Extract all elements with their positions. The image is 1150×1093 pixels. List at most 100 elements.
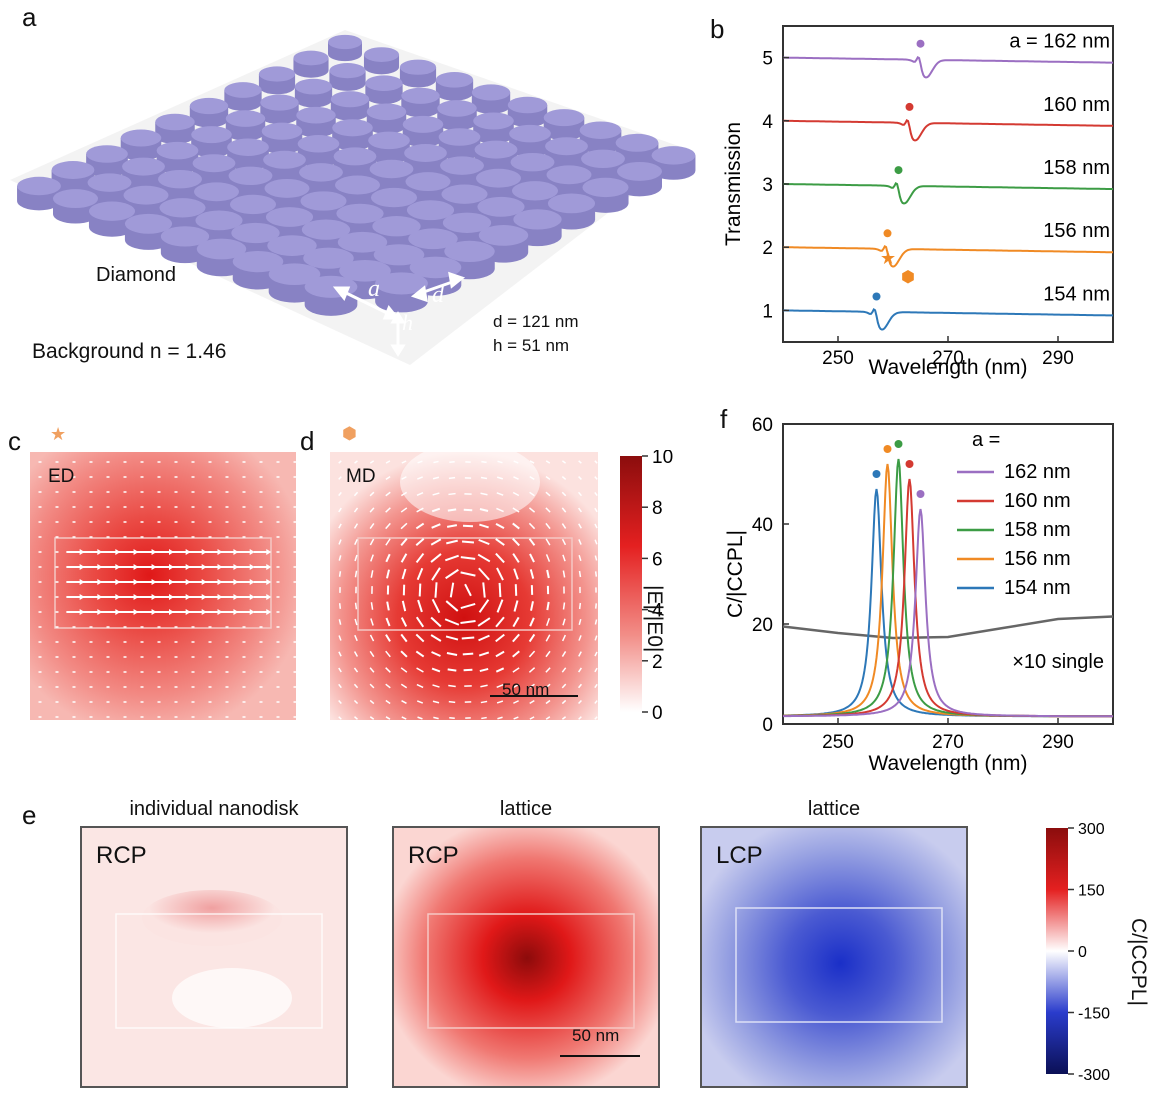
legend-label: 162 nm <box>1004 461 1071 483</box>
disk-top <box>336 203 384 224</box>
legend-label: 154 nm <box>1004 577 1071 599</box>
field-arrow <box>446 539 458 545</box>
field-arrow <box>478 538 490 546</box>
y-tick-label: 4 <box>762 112 773 133</box>
field-arrow <box>578 476 582 480</box>
field-arrow <box>578 602 582 610</box>
field-arrow <box>400 537 408 547</box>
arrow-head <box>79 549 85 555</box>
map-lattice-lcp <box>700 826 968 1088</box>
disk-top <box>329 62 366 79</box>
peak-dot <box>905 460 914 468</box>
nanodisk <box>158 169 202 204</box>
field-arrow <box>496 492 504 496</box>
field-arrow <box>369 699 375 705</box>
transmission-line <box>783 55 1114 79</box>
field-arrow <box>578 539 582 545</box>
disk-top <box>545 137 588 156</box>
arrow-head <box>249 549 255 555</box>
nanodisk <box>440 156 484 190</box>
field-arrow <box>444 618 460 626</box>
disk-top <box>405 172 451 192</box>
field-arrow <box>369 716 375 720</box>
disk-top <box>192 154 236 173</box>
field-arrow <box>370 570 374 578</box>
resonance-dot <box>883 229 892 238</box>
disk-top <box>87 173 132 192</box>
field-arrow <box>449 582 455 598</box>
field-arrow <box>460 571 476 577</box>
disk-top <box>473 112 514 130</box>
disk-top <box>369 159 414 179</box>
x-tick-label: 250 <box>822 348 854 369</box>
transmission-line <box>783 119 1114 142</box>
field-arrow <box>401 476 407 480</box>
disk-top <box>471 84 511 101</box>
disk-top <box>406 200 455 221</box>
field-arrow <box>561 491 567 497</box>
disk-top <box>546 165 592 185</box>
field-arrow <box>594 460 598 464</box>
nanodisk <box>87 173 132 207</box>
field-arrow <box>462 652 474 656</box>
nanodisk <box>473 112 514 144</box>
pol-label-1: RCP <box>96 842 147 869</box>
chirality-colorbar: 300 150 0 -150 -300 <box>1046 822 1110 1084</box>
map-individual-rcp <box>80 826 348 1088</box>
nanodisk <box>399 59 437 88</box>
field-arrow <box>400 650 408 658</box>
field-arrow <box>385 460 391 464</box>
disk-top <box>581 149 625 169</box>
disk-top <box>297 135 340 153</box>
field-arrow <box>400 507 408 513</box>
nanodisk <box>258 66 296 95</box>
field-arrow <box>400 667 408 673</box>
field-arrow <box>434 582 438 598</box>
nanodisk <box>365 75 403 105</box>
field-arrow <box>594 523 598 529</box>
field-arrow <box>401 568 407 580</box>
field-arrow <box>353 683 359 689</box>
field-arrow <box>385 507 391 513</box>
field-arrow <box>529 683 535 689</box>
field-arrow <box>478 634 490 642</box>
field-arrow <box>512 553 520 563</box>
field-arrow <box>545 538 551 546</box>
field-arrow <box>546 601 550 611</box>
field-arrow <box>461 540 475 544</box>
field-arrow <box>477 617 491 627</box>
arrow-head <box>79 609 85 615</box>
field-arrow <box>464 583 472 597</box>
field-arrow <box>594 667 598 673</box>
y-tick-label: 3 <box>762 175 773 196</box>
field-arrow <box>529 476 535 480</box>
disk-top <box>155 113 195 131</box>
panel-label-d: d <box>300 426 315 456</box>
nanodisk <box>329 62 366 91</box>
nanodisk <box>88 201 136 237</box>
star-marker: ★ <box>880 248 896 268</box>
field-arrow <box>578 554 582 562</box>
field-arrow <box>496 700 504 704</box>
arrow-head <box>79 594 85 600</box>
nanodisk <box>363 47 400 75</box>
field-arrow <box>353 667 359 673</box>
field-arrow <box>444 554 460 562</box>
arrow-head <box>233 549 239 555</box>
resonance-dot <box>894 166 903 175</box>
disk-top <box>294 78 333 95</box>
field-arrow <box>338 635 342 641</box>
scalebar-label-e: 50 nm <box>572 1026 620 1045</box>
ed-mode-label: ED <box>48 466 75 487</box>
field-arrow <box>513 600 519 612</box>
arrow-head <box>233 609 239 615</box>
disk-top <box>17 176 61 196</box>
disk-top <box>363 47 400 62</box>
field-arrow <box>498 582 502 598</box>
field-arrow <box>338 683 342 689</box>
field-arrow <box>480 492 488 496</box>
field-arrow <box>545 507 551 513</box>
field-arrow <box>338 667 342 673</box>
y-axis-label: Transmission <box>722 122 745 246</box>
field-arrow <box>513 476 519 480</box>
